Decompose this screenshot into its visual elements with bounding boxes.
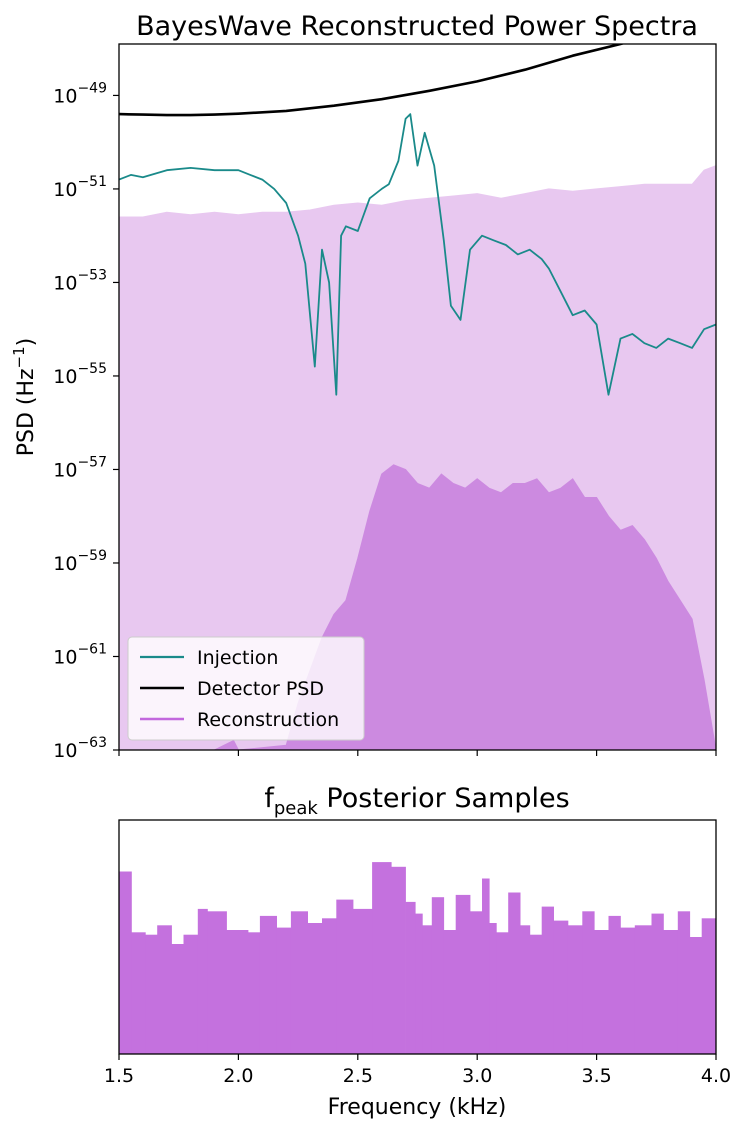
histogram-bar — [197, 908, 208, 1054]
histogram-bar — [431, 897, 445, 1054]
y-tick-label: 10−53 — [53, 267, 107, 294]
x-tick-label: 2.5 — [343, 1065, 373, 1087]
histogram-bar — [677, 911, 691, 1054]
histogram-bar — [322, 918, 337, 1054]
histogram-bar — [183, 934, 199, 1054]
y-tick-label: 10−55 — [53, 361, 107, 388]
histogram-bar — [145, 934, 158, 1054]
histogram-bar — [207, 911, 227, 1054]
histogram-bar — [651, 913, 664, 1054]
histogram-bar — [582, 911, 595, 1054]
histogram-bar — [620, 927, 636, 1054]
legend-label-detector-psd: Detector PSD — [197, 678, 324, 700]
legend: Injection Detector PSD Reconstruction — [127, 636, 365, 741]
histogram-bar — [372, 862, 392, 1054]
top-chart-title: BayesWave Reconstructed Power Spectra — [136, 11, 698, 42]
histogram-bar — [594, 930, 609, 1054]
histogram-bar — [276, 927, 292, 1054]
histogram-bar — [307, 923, 323, 1054]
histogram-bar — [405, 901, 416, 1054]
histogram-bar — [520, 925, 531, 1054]
bottom-chart-title: fpeak Posterior Samples — [264, 783, 569, 819]
histogram-bar — [608, 915, 621, 1054]
top-y-ticks: 10−63 10−61 10−59 10−57 10−55 10−53 10−51 10−49 — [53, 80, 119, 762]
bottom-x-axis-label: Frequency (kHz) — [328, 1095, 507, 1120]
histogram-bar — [553, 920, 569, 1054]
histogram-bar — [470, 911, 483, 1054]
histogram-bar — [131, 932, 146, 1054]
histogram-bar — [529, 934, 542, 1054]
histogram-bar — [171, 944, 184, 1054]
x-tick-label: 4.0 — [701, 1065, 731, 1087]
x-tick-label: 2.0 — [223, 1065, 253, 1087]
top-x-ticks — [118, 750, 717, 756]
top-y-axis-label: PSD (Hz−1) — [10, 338, 39, 457]
histogram-bar — [391, 866, 406, 1054]
histogram-bar — [567, 925, 583, 1054]
x-tick-label: 3.0 — [462, 1065, 492, 1087]
histogram-bar — [353, 908, 373, 1054]
histogram-bar — [119, 871, 132, 1054]
legend-label-reconstruction: Reconstruction — [197, 709, 339, 731]
histogram-bar — [415, 913, 423, 1054]
y-tick-label: 10−49 — [53, 80, 107, 107]
histogram-bar — [701, 918, 716, 1054]
top-plot-area — [119, 44, 716, 750]
histogram-bar — [248, 932, 261, 1054]
histogram-bar — [290, 911, 308, 1054]
histogram-bar — [259, 915, 277, 1054]
legend-frame — [127, 636, 365, 741]
x-tick-label: 1.5 — [104, 1065, 134, 1087]
series-injection-line — [119, 113, 716, 396]
histogram-bar — [482, 878, 490, 1054]
histogram-bar — [663, 930, 679, 1054]
histogram-bar — [634, 925, 652, 1054]
histogram-bar — [422, 925, 433, 1054]
y-tick-label: 10−57 — [53, 454, 107, 481]
histogram-bar — [443, 930, 457, 1054]
y-tick-label: 10−61 — [53, 641, 107, 668]
histogram-bar — [336, 899, 354, 1054]
histogram-bar — [157, 925, 172, 1054]
histogram-bar — [689, 937, 702, 1054]
top-axes-frame — [118, 43, 717, 751]
y-tick-label: 10−51 — [53, 174, 107, 201]
y-tick-label: 10−59 — [53, 548, 107, 575]
x-tick-label: 3.5 — [581, 1065, 611, 1087]
histogram-bar — [496, 932, 509, 1054]
series-detector-psd-line — [119, 44, 626, 117]
bottom-plot-area — [119, 862, 716, 1054]
y-tick-label: 10−63 — [53, 735, 107, 762]
histogram-bar — [541, 906, 554, 1054]
bottom-x-ticks: 1.5 2.0 2.5 3.0 3.5 4.0 — [104, 1054, 731, 1087]
bottom-axes-frame — [118, 819, 717, 1055]
histogram-bar — [455, 894, 471, 1054]
histogram-bar — [508, 892, 521, 1054]
legend-label-injection: Injection — [197, 647, 278, 669]
histogram-bar — [226, 930, 249, 1054]
histogram-bar — [489, 923, 497, 1054]
